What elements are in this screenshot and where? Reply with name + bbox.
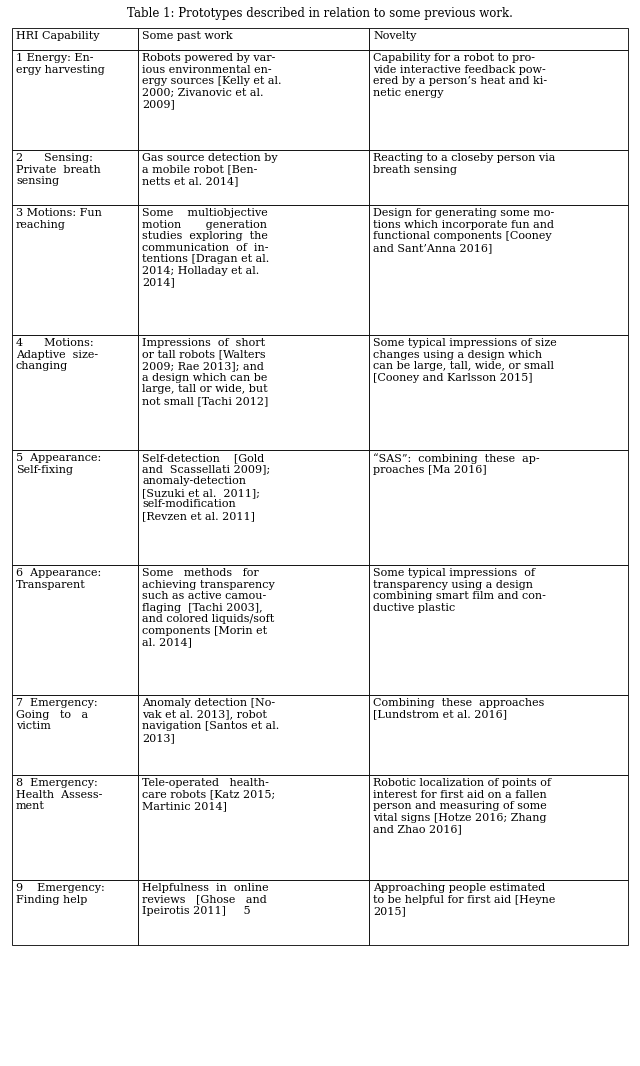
Bar — [138, 695, 369, 775]
Text: 4      Motions:
Adaptive  size-
changing: 4 Motions: Adaptive size- changing — [16, 338, 98, 371]
Text: Anomaly detection [No-
vak et al. 2013], robot
navigation [Santos et al.
2013]: Anomaly detection [No- vak et al. 2013],… — [142, 698, 280, 743]
Text: Some   methods   for
achieving transparency
such as active camou-
flaging  [Tach: Some methods for achieving transparency … — [142, 568, 275, 648]
Text: Some typical impressions  of
transparency using a design
combining smart film an: Some typical impressions of transparency… — [373, 568, 546, 613]
Bar — [12, 450, 138, 565]
Bar — [369, 775, 628, 881]
Bar — [12, 28, 138, 50]
Bar — [12, 335, 138, 450]
Bar — [138, 205, 369, 335]
Bar — [369, 205, 628, 335]
Bar — [12, 50, 138, 150]
Text: Table 1: Prototypes described in relation to some previous work.: Table 1: Prototypes described in relatio… — [127, 6, 513, 19]
Text: Some    multiobjective
motion       generation
studies  exploring  the
communica: Some multiobjective motion generation st… — [142, 208, 269, 288]
Text: 6  Appearance:
Transparent: 6 Appearance: Transparent — [16, 568, 101, 589]
Bar — [369, 881, 628, 944]
Text: Self-detection    [Gold
and  Scassellati 2009];
anomaly-detection
[Suzuki et al.: Self-detection [Gold and Scassellati 200… — [142, 453, 271, 521]
Text: Design for generating some mo-
tions which incorporate fun and
functional compon: Design for generating some mo- tions whi… — [373, 208, 554, 253]
Text: Capability for a robot to pro-
vide interactive feedback pow-
ered by a person’s: Capability for a robot to pro- vide inte… — [373, 53, 547, 98]
Bar — [369, 335, 628, 450]
Bar — [138, 28, 369, 50]
Text: Robots powered by var-
ious environmental en-
ergy sources [Kelly et al.
2000; Z: Robots powered by var- ious environmenta… — [142, 53, 282, 110]
Text: Gas source detection by
a mobile robot [Ben-
netts et al. 2014]: Gas source detection by a mobile robot [… — [142, 154, 278, 187]
Text: 2      Sensing:
Private  breath
sensing: 2 Sensing: Private breath sensing — [16, 154, 100, 187]
Text: Tele-operated   health-
care robots [Katz 2015;
Martinic 2014]: Tele-operated health- care robots [Katz … — [142, 778, 276, 811]
Bar — [138, 150, 369, 205]
Bar — [369, 565, 628, 695]
Text: 9    Emergency:
Finding help: 9 Emergency: Finding help — [16, 883, 105, 905]
Bar — [138, 775, 369, 881]
Bar — [369, 450, 628, 565]
Bar — [138, 335, 369, 450]
Bar — [12, 205, 138, 335]
Bar — [369, 50, 628, 150]
Text: Reacting to a closeby person via
breath sensing: Reacting to a closeby person via breath … — [373, 154, 556, 175]
Bar — [369, 695, 628, 775]
Text: Robotic localization of points of
interest for first aid on a fallen
person and : Robotic localization of points of intere… — [373, 778, 551, 835]
Text: Novelty: Novelty — [373, 31, 417, 41]
Bar — [369, 28, 628, 50]
Bar — [138, 881, 369, 944]
Text: “SAS”:  combining  these  ap-
proaches [Ma 2016]: “SAS”: combining these ap- proaches [Ma … — [373, 453, 540, 475]
Text: 8  Emergency:
Health  Assess-
ment: 8 Emergency: Health Assess- ment — [16, 778, 102, 811]
Bar — [12, 881, 138, 944]
Text: HRI Capability: HRI Capability — [16, 31, 99, 41]
Text: 5  Appearance:
Self-fixing: 5 Appearance: Self-fixing — [16, 453, 101, 474]
Text: 7  Emergency:
Going   to   a
victim: 7 Emergency: Going to a victim — [16, 698, 98, 731]
Text: Combining  these  approaches
[Lundstrom et al. 2016]: Combining these approaches [Lundstrom et… — [373, 698, 545, 720]
Text: 1 Energy: En-
ergy harvesting: 1 Energy: En- ergy harvesting — [16, 53, 105, 75]
Bar — [369, 150, 628, 205]
Text: Helpfulness  in  online
reviews   [Ghose   and
Ipeirotis 2011]     5: Helpfulness in online reviews [Ghose and… — [142, 883, 269, 916]
Bar — [138, 565, 369, 695]
Bar — [12, 565, 138, 695]
Bar — [138, 450, 369, 565]
Text: Some typical impressions of size
changes using a design which
can be large, tall: Some typical impressions of size changes… — [373, 338, 557, 383]
Bar — [12, 150, 138, 205]
Bar — [138, 50, 369, 150]
Text: 3 Motions: Fun
reaching: 3 Motions: Fun reaching — [16, 208, 102, 229]
Text: Impressions  of  short
or tall robots [Walters
2009; Rae 2013]; and
a design whi: Impressions of short or tall robots [Wal… — [142, 338, 269, 406]
Bar — [12, 775, 138, 881]
Text: Approaching people estimated
to be helpful for first aid [Heyne
2015]: Approaching people estimated to be helpf… — [373, 883, 556, 916]
Text: Some past work: Some past work — [142, 31, 233, 41]
Bar — [12, 695, 138, 775]
